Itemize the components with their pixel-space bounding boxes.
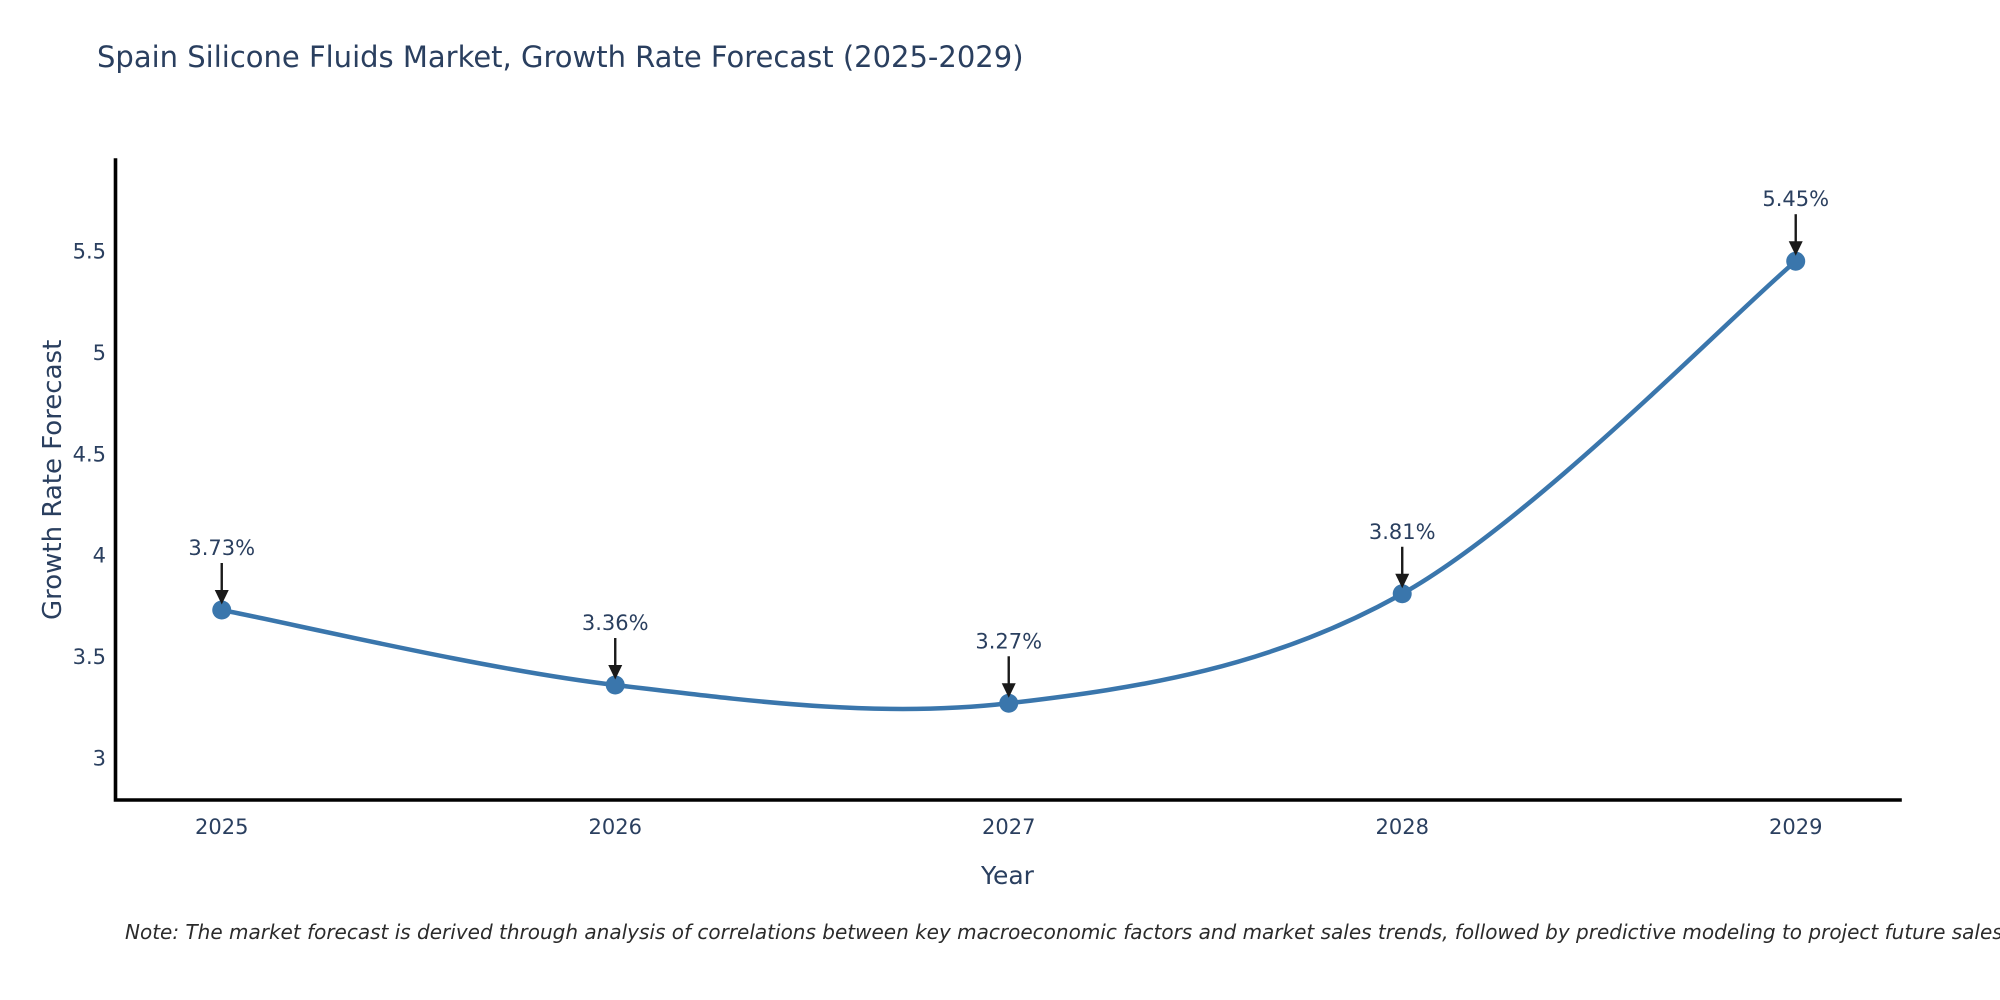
x-tick-label: 2026	[589, 815, 642, 839]
x-tick-label: 2028	[1376, 815, 1429, 839]
annotation-label: 3.81%	[1369, 520, 1436, 544]
annotation-arrowhead	[1001, 683, 1016, 698]
x-tick-label: 2027	[982, 815, 1035, 839]
chart-title: Spain Silicone Fluids Market, Growth Rat…	[97, 40, 1024, 74]
annotation-label: 3.27%	[975, 629, 1042, 653]
y-tick-label: 4.5	[73, 442, 106, 466]
y-tick-label: 5	[93, 341, 106, 365]
y-tick-label: 4	[93, 544, 106, 568]
annotation-label: 5.45%	[1762, 187, 1829, 211]
annotation-label: 3.73%	[188, 536, 255, 560]
x-tick-label: 2029	[1769, 815, 1822, 839]
annotation-arrowhead	[608, 665, 623, 680]
y-tick-label: 5.5	[73, 240, 106, 264]
axis-spines	[113, 158, 1902, 802]
annotation-arrowhead	[214, 589, 229, 605]
series-line	[221, 259, 1798, 712]
x-axis-title: Year	[981, 861, 1034, 890]
y-tick-label: 3	[93, 747, 106, 771]
footnote: Note: The market forecast is derived thr…	[125, 920, 2000, 944]
annotation-arrowhead	[1395, 573, 1410, 589]
data-point-marker	[1786, 251, 1806, 271]
annotation-label: 3.36%	[582, 611, 649, 635]
data-point-marker	[605, 675, 625, 695]
y-tick-label: 3.5	[73, 645, 106, 669]
data-point-marker	[212, 600, 232, 620]
data-point-marker	[1392, 584, 1412, 604]
data-point-marker	[999, 693, 1019, 713]
x-tick-label: 2025	[195, 815, 248, 839]
annotation-arrowhead	[1788, 241, 1803, 256]
